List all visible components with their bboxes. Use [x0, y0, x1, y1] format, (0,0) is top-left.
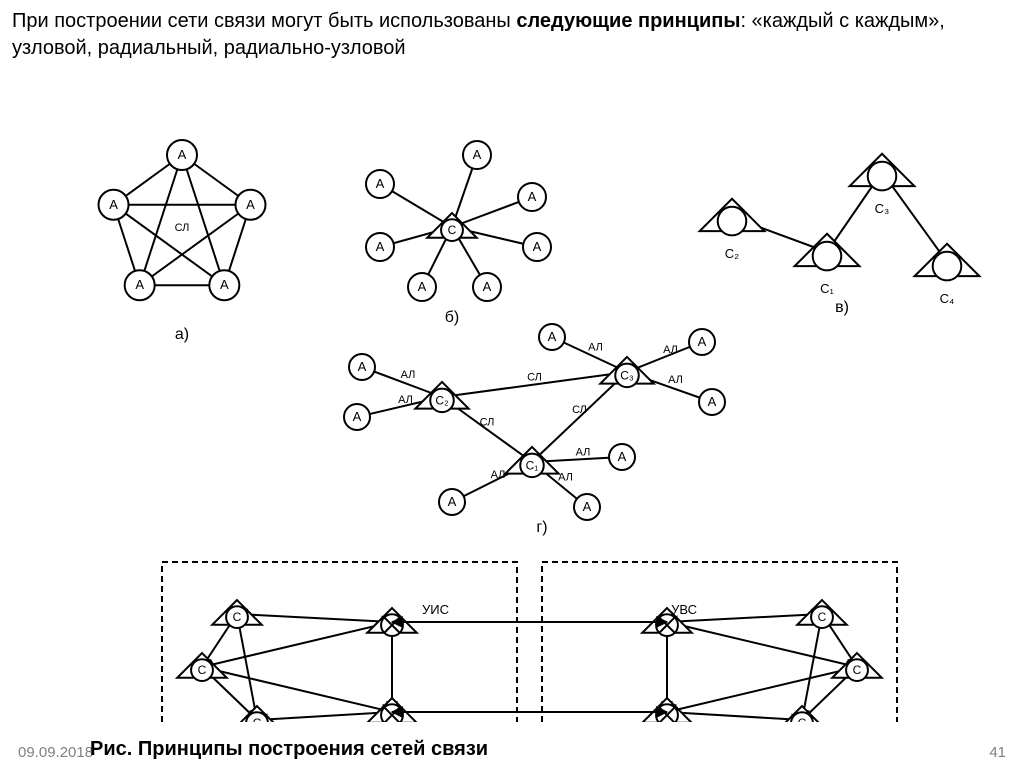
svg-text:С₁: С₁ — [820, 281, 834, 296]
svg-text:АЛ: АЛ — [576, 447, 591, 459]
svg-text:С: С — [818, 610, 827, 624]
svg-text:АЛ: АЛ — [558, 472, 573, 484]
diagrams-canvas: А А А А А СЛ а) А А А А А А А Сб) С₂ С₁ С₃ С₄ в) СЛ СЛ СЛ АЛ АЛ А… — [12, 62, 1012, 722]
svg-text:А: А — [618, 449, 627, 464]
svg-text:С: С — [448, 223, 457, 237]
svg-text:СЛ: СЛ — [572, 404, 587, 416]
svg-text:А: А — [528, 189, 537, 204]
svg-text:А: А — [483, 279, 492, 294]
svg-text:УВС: УВС — [671, 602, 697, 617]
svg-text:С: С — [798, 716, 807, 722]
svg-text:А: А — [583, 499, 592, 514]
svg-text:А: А — [418, 279, 427, 294]
svg-text:А: А — [353, 409, 362, 424]
svg-text:АЛ: АЛ — [663, 344, 678, 356]
page: При построении сети связи могут быть исп… — [0, 0, 1024, 767]
svg-text:А: А — [533, 239, 542, 254]
svg-text:С₃: С₃ — [620, 368, 634, 382]
svg-text:А: А — [246, 197, 255, 212]
svg-text:АЛ: АЛ — [668, 374, 683, 386]
svg-text:С: С — [853, 663, 862, 677]
svg-text:А: А — [135, 277, 144, 292]
svg-text:С₂: С₂ — [435, 393, 449, 407]
svg-text:А: А — [708, 394, 717, 409]
svg-text:А: А — [220, 277, 229, 292]
footer-pagenum: 41 — [989, 744, 1006, 761]
svg-text:СЛ: СЛ — [527, 372, 542, 384]
svg-text:А: А — [178, 147, 187, 162]
svg-text:А: А — [548, 329, 557, 344]
svg-text:С₄: С₄ — [940, 291, 955, 306]
svg-text:А: А — [376, 176, 385, 191]
svg-text:А: А — [698, 334, 707, 349]
intro-bold: следующие принципы — [516, 10, 740, 32]
svg-text:б): б) — [445, 309, 460, 326]
figure-caption: Рис. Принципы построения сетей связи — [90, 738, 488, 761]
svg-text:СЛ: СЛ — [175, 222, 190, 234]
svg-text:а): а) — [175, 326, 189, 343]
svg-text:УИС: УИС — [422, 602, 449, 617]
svg-text:С₃: С₃ — [875, 201, 890, 216]
footer-date: 09.09.2018 — [18, 744, 93, 761]
svg-text:А: А — [358, 359, 367, 374]
svg-text:СЛ: СЛ — [480, 417, 495, 429]
svg-text:А: А — [473, 147, 482, 162]
svg-text:АЛ: АЛ — [588, 342, 603, 354]
intro-plain: При построении сети связи могут быть исп… — [12, 10, 516, 32]
svg-text:С: С — [233, 610, 242, 624]
svg-text:в): в) — [835, 299, 849, 316]
svg-text:АЛ: АЛ — [398, 394, 413, 406]
svg-text:А: А — [448, 494, 457, 509]
svg-text:АЛ: АЛ — [491, 469, 506, 481]
svg-text:АЛ: АЛ — [401, 369, 416, 381]
svg-text:г): г) — [536, 519, 547, 536]
svg-text:С: С — [198, 663, 207, 677]
intro-text: При построении сети связи могут быть исп… — [12, 8, 1012, 62]
svg-text:С₁: С₁ — [526, 458, 539, 472]
svg-text:А: А — [376, 239, 385, 254]
svg-text:С: С — [253, 716, 262, 722]
svg-text:А: А — [109, 197, 118, 212]
svg-text:С₂: С₂ — [725, 246, 739, 261]
